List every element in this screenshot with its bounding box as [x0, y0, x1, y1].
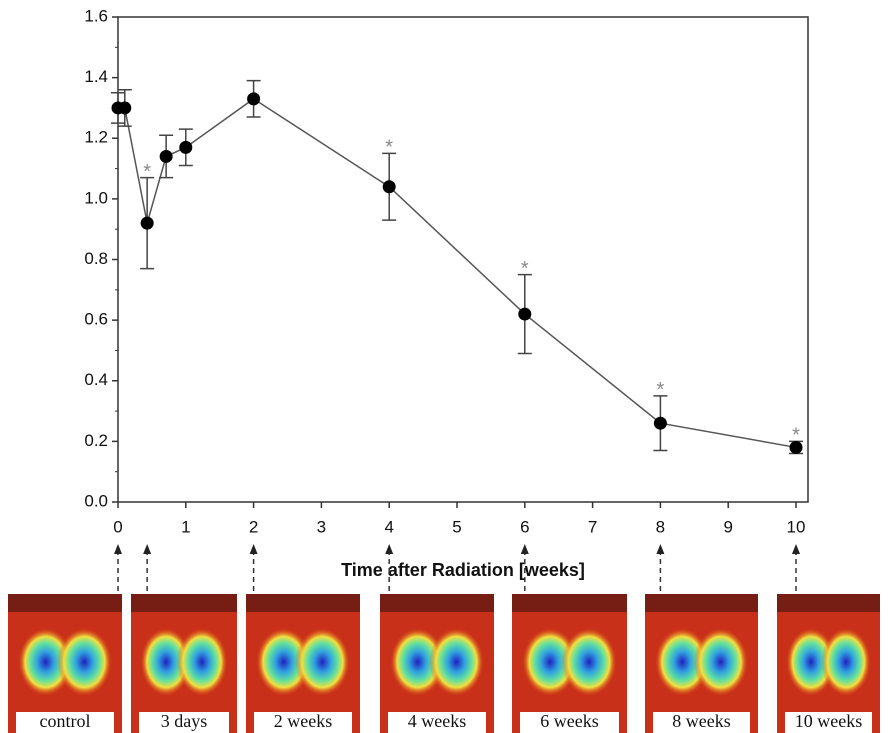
y-tick-label: 1.6 — [84, 6, 108, 25]
x-tick-label: 4 — [384, 517, 393, 536]
y-tick-label: 0.4 — [84, 370, 108, 389]
label-box — [520, 712, 619, 733]
image-border — [512, 594, 627, 612]
x-tick-label: 3 — [317, 517, 326, 536]
arrow-head — [792, 544, 800, 554]
lung-image: 6 weeks — [512, 594, 627, 733]
lung-right — [693, 628, 748, 696]
plot-frame — [117, 16, 809, 503]
image-label: 3 days — [161, 711, 208, 731]
lung-image: 2 weeks — [246, 594, 360, 733]
data-point — [159, 149, 173, 163]
data-point — [140, 216, 154, 230]
image-label: 6 weeks — [540, 711, 598, 731]
image-border — [777, 594, 880, 612]
y-tick-label: 0.2 — [84, 431, 108, 450]
label-box — [16, 712, 114, 733]
lung-right — [561, 628, 617, 696]
data-point — [382, 180, 396, 194]
x-tick-label: 7 — [588, 517, 597, 536]
significance-marker: * — [385, 137, 393, 159]
lung-left — [390, 628, 445, 696]
arrow-head — [656, 544, 665, 554]
image-label: 10 weeks — [795, 711, 862, 731]
lung-right — [821, 628, 871, 696]
y-tick-label: 1.2 — [84, 128, 108, 147]
arrow-head — [249, 544, 258, 554]
lung-right — [176, 628, 228, 696]
image-label: control — [40, 711, 91, 731]
lung-image: 3 days — [131, 594, 237, 733]
lung-right — [429, 628, 484, 696]
x-tick-label: 9 — [723, 517, 732, 536]
label-box — [785, 712, 872, 733]
arrow-head — [143, 544, 152, 554]
data-point — [653, 416, 667, 430]
lung-right — [295, 628, 350, 696]
x-tick-label: 0 — [113, 517, 122, 536]
image-label: 2 weeks — [274, 711, 332, 731]
image-border — [380, 594, 494, 612]
x-tick-label: 6 — [520, 517, 529, 536]
y-tick-label: 0.6 — [84, 310, 108, 329]
significance-marker: * — [792, 425, 800, 447]
label-box — [139, 712, 229, 733]
label-box — [388, 712, 486, 733]
lung-left — [786, 628, 836, 696]
lung-left — [522, 628, 578, 696]
lung-image: control — [8, 594, 122, 733]
label-box — [653, 712, 750, 733]
y-tick-label: 1.4 — [84, 67, 108, 86]
x-tick-label: 5 — [452, 517, 461, 536]
data-point — [518, 307, 532, 321]
arrow-head — [114, 544, 122, 554]
label-box — [254, 712, 352, 733]
x-tick-label: 2 — [249, 517, 258, 536]
significance-marker: * — [143, 161, 151, 183]
lung-image: 8 weeks — [645, 594, 758, 733]
data-point — [789, 440, 803, 454]
significance-marker: * — [657, 379, 665, 401]
x-tick-label: 8 — [656, 517, 665, 536]
x-tick-label: 1 — [181, 517, 190, 536]
data-point — [118, 101, 132, 115]
lung-left — [256, 628, 311, 696]
lung-left — [18, 628, 73, 696]
image-label: 8 weeks — [672, 711, 730, 731]
lung-image: 10 weeks — [777, 594, 880, 733]
data-line — [118, 97, 797, 449]
data-point — [247, 92, 261, 106]
image-border — [8, 594, 122, 612]
y-tick-label: 1.0 — [84, 188, 108, 207]
image-border — [246, 594, 360, 612]
image-label: 4 weeks — [408, 711, 466, 731]
significance-marker: * — [521, 258, 529, 280]
lung-left — [140, 628, 192, 696]
image-border — [131, 594, 237, 612]
lung-image: 4 weeks — [380, 594, 494, 733]
lung-right — [57, 628, 112, 696]
x-axis-label: Time after Radiation [weeks] — [341, 560, 585, 580]
data-point — [179, 140, 193, 154]
x-tick-label: 10 — [787, 517, 806, 536]
y-tick-label: 0.8 — [84, 249, 108, 268]
arrow-head — [520, 544, 529, 554]
image-border — [645, 594, 758, 612]
arrow-head — [385, 544, 394, 554]
y-tick-label: 0.0 — [84, 491, 108, 510]
lung-left — [655, 628, 710, 696]
